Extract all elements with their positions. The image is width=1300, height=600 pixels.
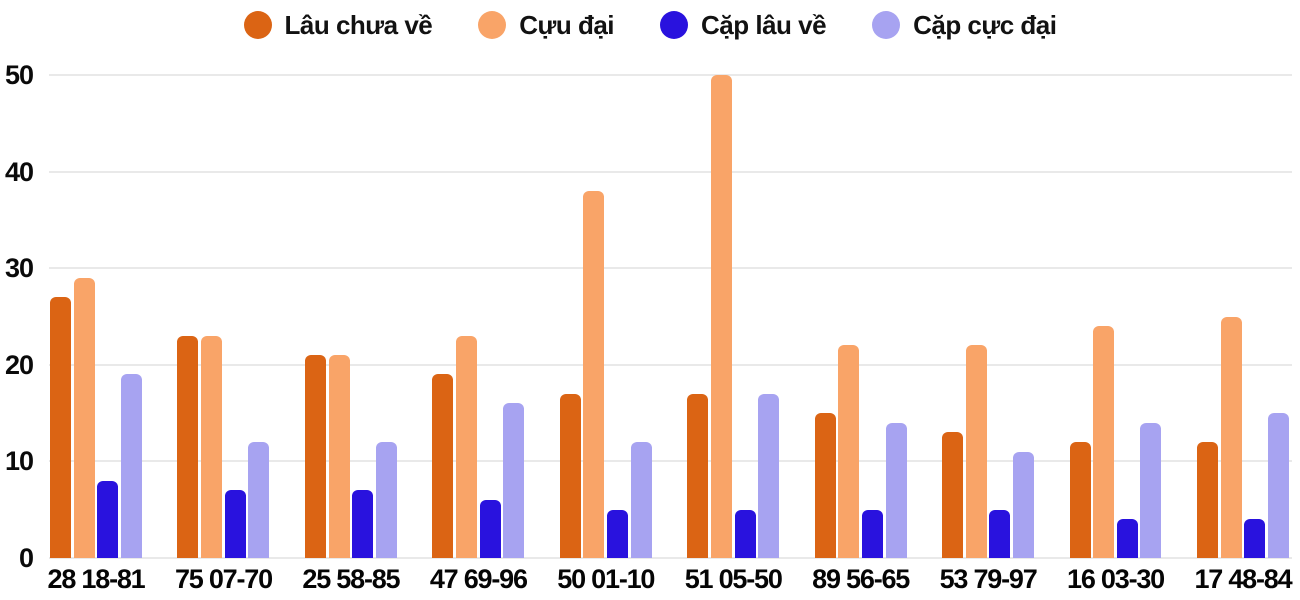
bar-lau-chua-ve-53-79-97[interactable] [942,432,964,558]
bar-cap-cuc-dai-51-05-50[interactable] [758,393,780,558]
bar-cuu-dai-89-56-65[interactable] [838,345,860,558]
legend-label: Cựu đại [519,9,615,40]
bar-lau-chua-ve-16-03-30[interactable] [1069,442,1091,558]
bar-cap-lau-ve-16-03-30[interactable] [1116,519,1138,558]
legend-label: Cặp cực đại [913,9,1057,40]
bar-cap-cuc-dai-75-07-70[interactable] [248,442,270,558]
bar-cap-cuc-dai-53-79-97[interactable] [1013,451,1035,558]
bar-cap-cuc-dai-25-58-85[interactable] [375,442,397,558]
bar-lau-chua-ve-17-48-84[interactable] [1196,442,1218,558]
x-axis-label: 25 58-85 [302,564,400,594]
bar-lau-chua-ve-51-05-50[interactable] [687,393,709,558]
y-axis-tick-label: 20 [4,349,34,380]
bar-cap-lau-ve-50-01-10[interactable] [607,509,629,558]
gridline-20 [49,363,1292,366]
legend-label: Cặp lâu về [701,9,827,40]
bar-chart-plot-area: 28 18-81 75 07-70 25 58-85 47 69-96 50 01-10… [48,74,1293,594]
bar-cuu-dai-50-01-10[interactable] [583,190,605,558]
legend-swatch-icon [243,11,272,39]
legend-swatch-icon [478,11,507,39]
x-axis-label: 16 03-30 [1067,564,1165,594]
x-axis-label: 50 01-10 [557,564,655,594]
bar-cap-cuc-dai-47-69-96[interactable] [503,403,525,558]
bar-cap-cuc-dai-50-01-10[interactable] [630,442,652,558]
bar-lau-chua-ve-50-01-10[interactable] [559,393,581,558]
legend-item-lau-chua-ve[interactable]: Lâu chưa về [243,9,433,41]
gridline-10 [49,460,1292,463]
y-axis-tick-label: 50 [4,60,34,90]
gridline-50 [49,74,1292,76]
bar-group-51-05-50: 51 05-50 [685,75,783,594]
bar-lau-chua-ve-75-07-70[interactable] [177,335,199,558]
bar-cap-lau-ve-75-07-70[interactable] [224,490,246,558]
bar-cuu-dai-17-48-84[interactable] [1220,316,1242,558]
legend-swatch-icon [660,11,689,39]
x-axis-label: 17 48-84 [1194,564,1292,594]
y-axis: 0 10 20 30 40 50 [0,60,42,573]
x-axis-label: 28 18-81 [47,564,146,594]
bar-cuu-dai-53-79-97[interactable] [965,345,987,558]
bar-cap-cuc-dai-17-48-84[interactable] [1267,413,1289,558]
x-axis-label: 53 79-97 [939,564,1038,594]
bar-group-25-58-85: 25 58-85 [302,75,401,594]
bar-groups: 28 18-81 75 07-70 25 58-85 47 69-96 50 01-10… [48,75,1293,594]
bar-cap-lau-ve-17-48-84[interactable] [1244,519,1266,558]
bar-group-47-69-96: 47 69-96 [430,75,528,594]
legend-label: Lâu chưa về [284,9,433,40]
bar-group-53-79-97: 53 79-97 [940,75,1038,594]
bar-cap-cuc-dai-89-56-65[interactable] [885,422,907,558]
legend-item-cap-cuc-dai[interactable]: Cặp cực đại [872,9,1057,41]
x-axis-label: 47 69-96 [429,564,528,594]
bar-cap-lau-ve-89-56-65[interactable] [861,509,883,558]
bar-cap-cuc-dai-28-18-81[interactable] [120,374,142,558]
bar-cap-lau-ve-51-05-50[interactable] [734,509,756,558]
y-axis-tick-label: 40 [4,156,34,187]
x-axis-label: 75 07-70 [174,564,273,594]
bar-cap-lau-ve-28-18-81[interactable] [97,480,119,558]
bar-group-89-56-65: 89 56-65 [812,75,910,594]
bar-group-50-01-10: 50 01-10 [557,75,655,594]
y-axis-tick-label: 0 [18,543,34,573]
chart-legend: Lâu chưa về Cựu đại Cặp lâu về Cặp cực đại [0,4,1300,46]
bar-cap-lau-ve-47-69-96[interactable] [479,500,501,558]
bar-cap-cuc-dai-16-03-30[interactable] [1140,422,1162,558]
bar-lau-chua-ve-89-56-65[interactable] [814,413,836,558]
bar-lau-chua-ve-47-69-96[interactable] [432,374,454,558]
bar-lau-chua-ve-25-58-85[interactable] [304,355,326,558]
y-axis-tick-label: 10 [4,446,34,477]
gridline-0 [49,557,1292,559]
legend-item-cap-lau-ve[interactable]: Cặp lâu về [660,9,827,41]
gridline-30 [49,267,1292,270]
y-axis-tick-label: 30 [4,253,34,284]
bar-cap-lau-ve-53-79-97[interactable] [989,509,1011,558]
bar-cuu-dai-16-03-30[interactable] [1093,326,1115,558]
bar-group-75-07-70: 75 07-70 [175,75,273,594]
x-axis-label: 51 05-50 [684,564,783,594]
gridline-40 [49,170,1292,173]
bar-cuu-dai-47-69-96[interactable] [455,335,477,558]
bar-group-28-18-81: 28 18-81 [48,75,146,594]
legend-item-cuu-dai[interactable]: Cựu đại [478,9,615,41]
x-axis-label: 89 56-65 [812,564,910,594]
bar-lau-chua-ve-28-18-81[interactable] [50,297,71,558]
bar-group-17-48-84: 17 48-84 [1194,75,1293,594]
bar-cuu-dai-51-05-50[interactable] [710,75,732,558]
bar-cuu-dai-75-07-70[interactable] [201,335,223,558]
bar-cuu-dai-25-58-85[interactable] [328,355,350,558]
legend-swatch-icon [872,11,901,39]
bar-group-16-03-30: 16 03-30 [1067,75,1165,594]
bar-cuu-dai-28-18-81[interactable] [73,277,95,558]
bar-cap-lau-ve-25-58-85[interactable] [352,490,374,558]
